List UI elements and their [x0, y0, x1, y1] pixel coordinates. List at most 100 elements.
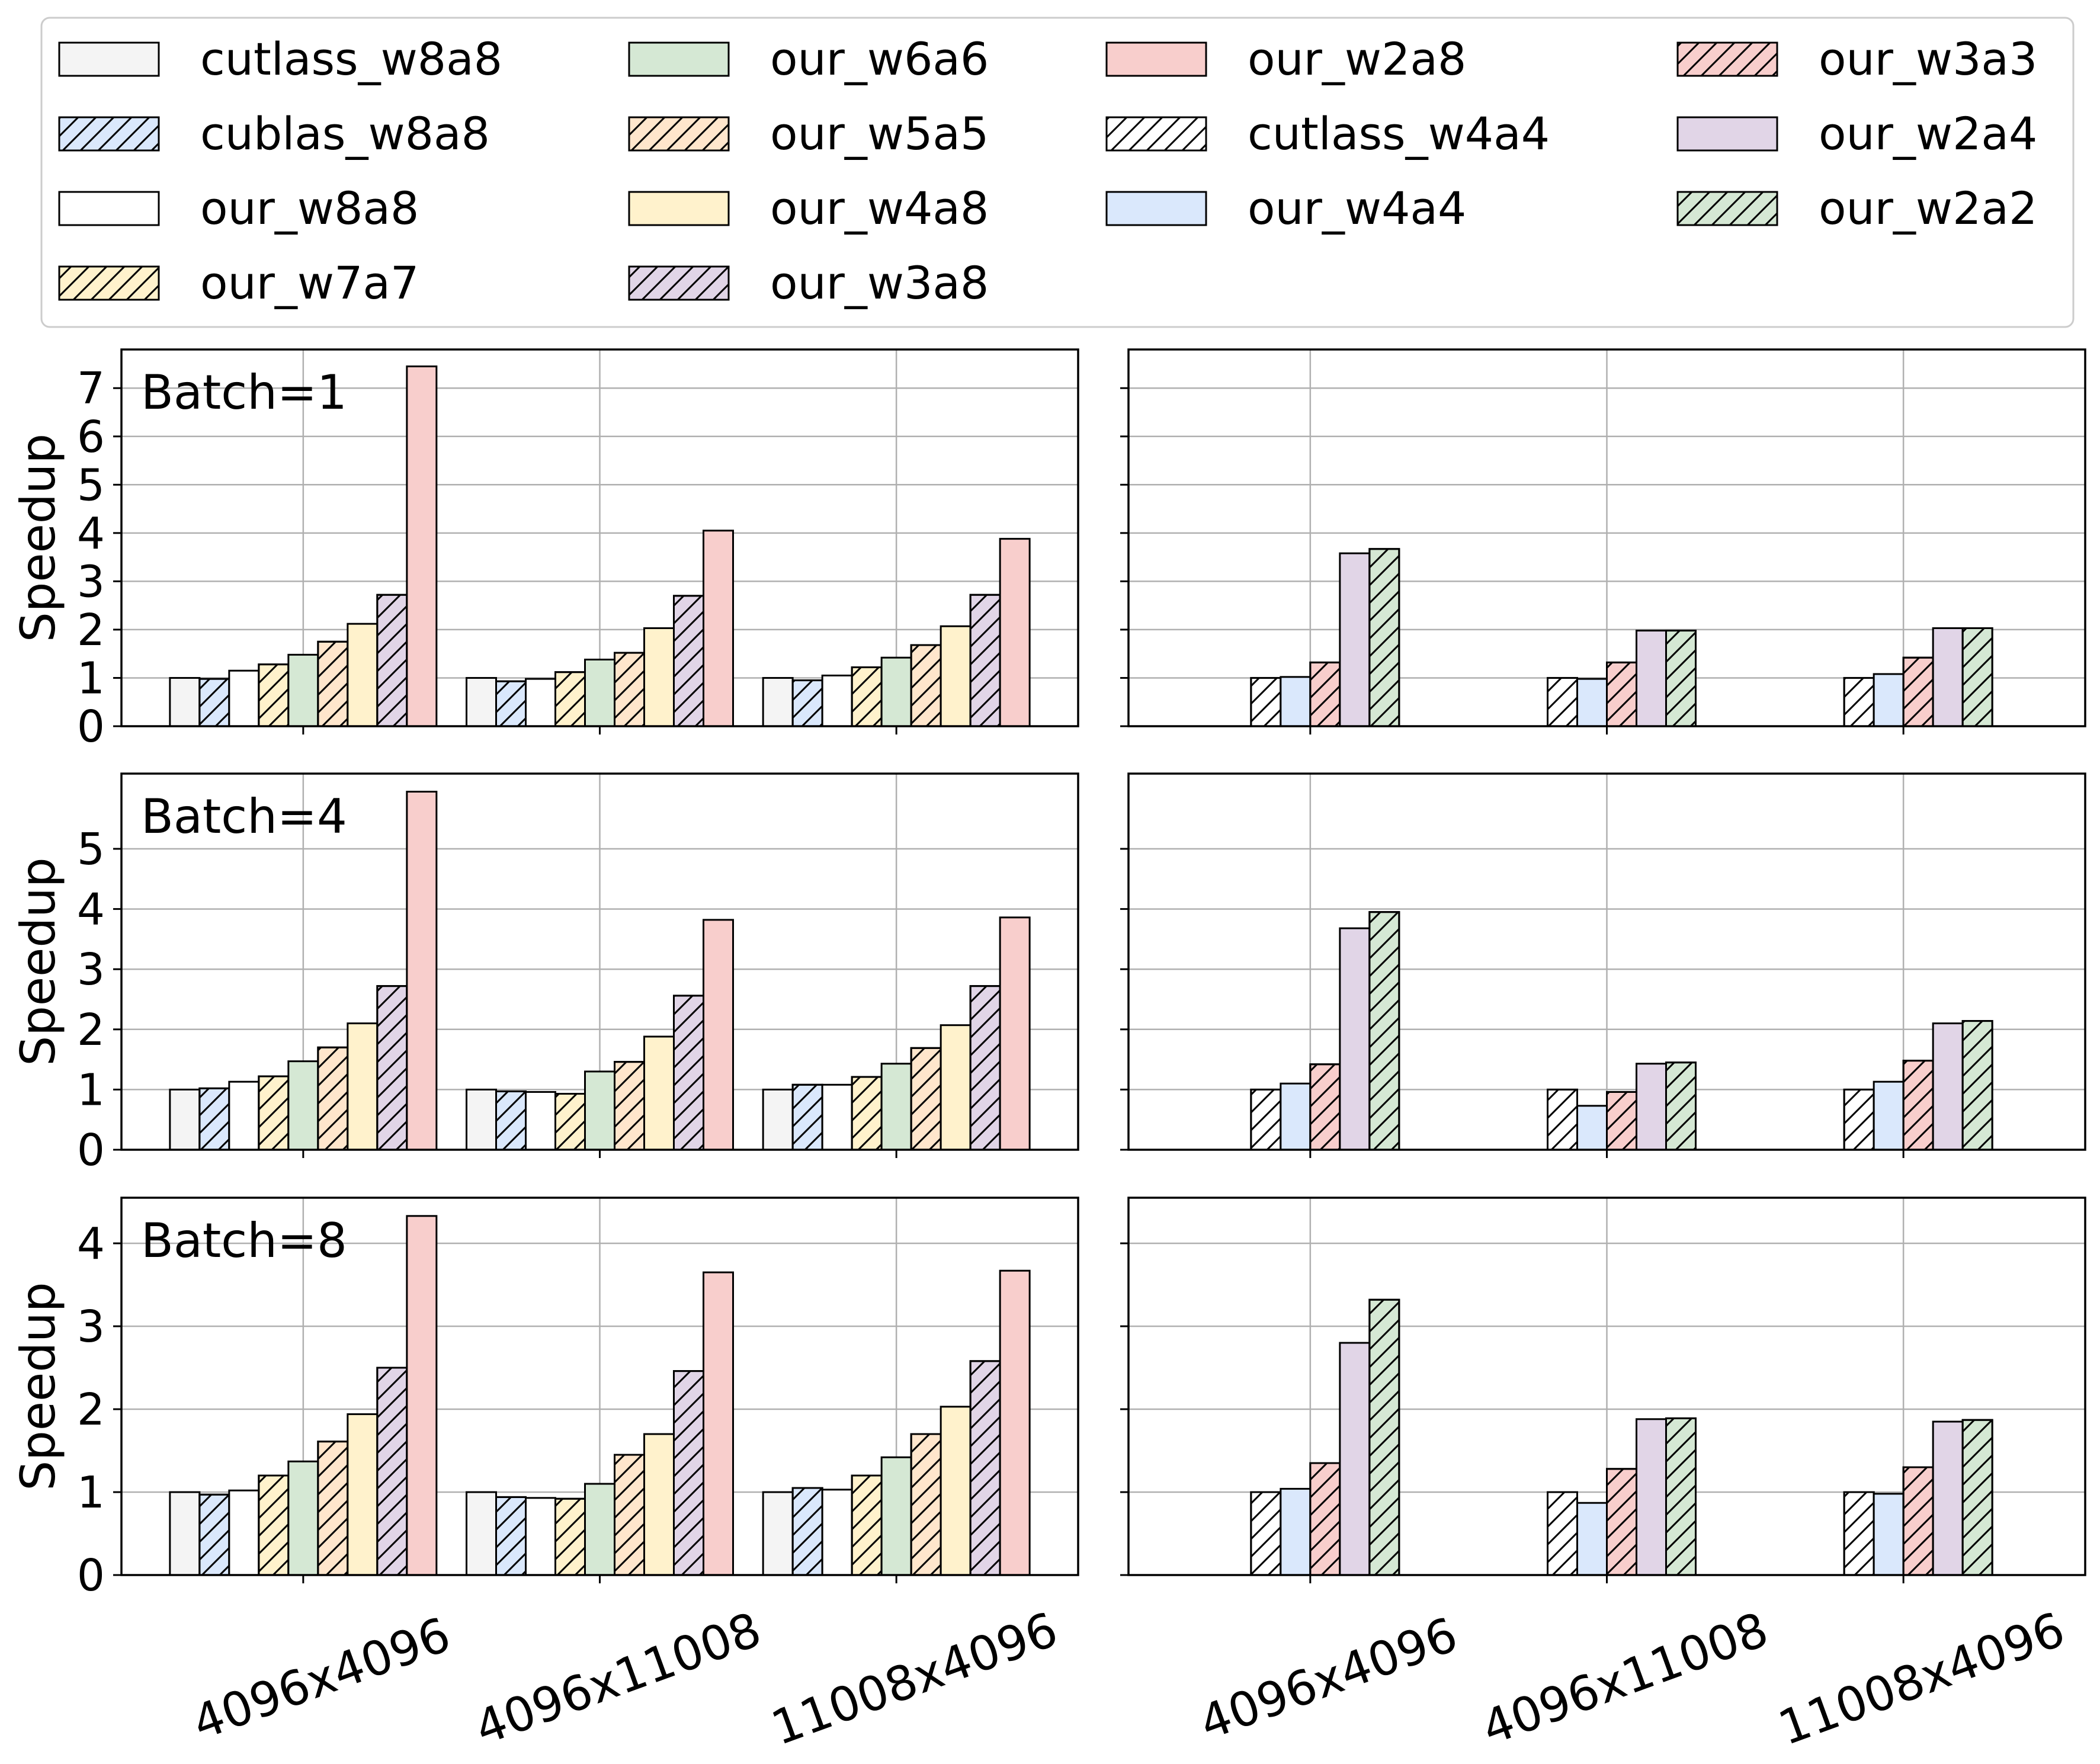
- legend-swatch: [1676, 116, 1778, 152]
- bar-hatch-our-w7a7-4096x4096: [258, 1075, 290, 1151]
- legend-swatch: [58, 191, 160, 226]
- bar-hatch-our-w7a7-11008x4096: [851, 1474, 883, 1576]
- x-tick-label: 11008x4096: [764, 1602, 1065, 1756]
- bar-hatch-our-w3a8-4096x11008: [673, 1370, 704, 1576]
- legend-swatch: [1105, 191, 1207, 226]
- bar-hatch-our-w3a3-11008x4096: [1902, 1060, 1934, 1151]
- y-tick-label: 0: [77, 1125, 105, 1176]
- bar-our-w4a4-4096x4096: [1280, 1487, 1312, 1576]
- legend-item-our-w2a4: our_w2a4: [1676, 107, 2037, 160]
- legend-item-cutlass-w4a4: cutlass_w4a4: [1105, 107, 1550, 160]
- y-tick-label: 3: [77, 944, 105, 995]
- bar-our-w8a8-11008x4096: [821, 1083, 853, 1151]
- bar-cutlass-w8a8-11008x4096: [762, 1491, 794, 1576]
- bar-cutlass-w8a8-4096x4096: [169, 676, 201, 727]
- batch-annotation: Batch=1: [141, 365, 347, 420]
- bar-hatch-our-w2a2-11008x4096: [1961, 1020, 1993, 1151]
- bar-our-w4a4-4096x11008: [1576, 1105, 1608, 1151]
- bar-hatch-our-w3a8-11008x4096: [969, 1360, 1001, 1576]
- legend-item-our-w4a4: our_w4a4: [1105, 182, 1466, 235]
- legend-label: cublas_w8a8: [200, 107, 490, 160]
- bar-our-w2a4-11008x4096: [1932, 627, 1964, 727]
- y-tick-label: 4: [77, 508, 105, 559]
- bar-hatch-our-w2a2-11008x4096: [1961, 1419, 1993, 1576]
- legend-label: our_w3a8: [770, 256, 989, 309]
- bar-cutlass-w8a8-4096x11008: [466, 1491, 497, 1576]
- bar-hatch-our-w2a2-4096x4096: [1368, 548, 1400, 727]
- bar-our-w4a4-11008x4096: [1873, 1080, 1905, 1151]
- legend-item-cublas-w8a8: cublas_w8a8: [58, 107, 490, 160]
- y-tick-label: 6: [77, 412, 105, 463]
- bar-cutlass-w8a8-11008x4096: [762, 676, 794, 727]
- bar-hatch-cutlass-w4a4-4096x11008: [1547, 1491, 1578, 1576]
- y-tick-label: 5: [77, 824, 105, 875]
- bar-our-w8a8-4096x11008: [525, 678, 556, 727]
- y-tick-label: 2: [77, 605, 105, 656]
- bar-hatch-our-w3a3-4096x4096: [1309, 661, 1341, 727]
- bar-hatch-our-w3a8-4096x4096: [376, 594, 408, 727]
- legend-label: our_w3a3: [1819, 33, 2037, 85]
- y-tick-label: 7: [77, 363, 105, 414]
- bar-our-w6a6-4096x11008: [584, 658, 615, 727]
- bar-hatch-our-w7a7-4096x11008: [554, 671, 586, 727]
- legend-swatch: [628, 41, 730, 77]
- bar-our-w4a8-4096x11008: [643, 1433, 675, 1576]
- panel-2-right: [1120, 772, 2086, 1158]
- bar-hatch-cutlass-w4a4-4096x4096: [1250, 676, 1282, 727]
- legend-swatch-hatch: [1105, 116, 1207, 152]
- bar-our-w6a6-11008x4096: [880, 656, 912, 727]
- y-axis-label: Speedup: [11, 1282, 66, 1490]
- bar-hatch-cutlass-w4a4-4096x11008: [1547, 1088, 1578, 1151]
- legend-label: our_w2a2: [1819, 182, 2037, 235]
- legend-item-our-w2a2: our_w2a2: [1676, 182, 2037, 235]
- bar-hatch-cublas-w8a8-4096x4096: [198, 678, 230, 727]
- legend-item-our-w4a8: our_w4a8: [628, 182, 989, 235]
- bar-hatch-cublas-w8a8-4096x4096: [198, 1493, 230, 1576]
- bar-our-w2a4-4096x4096: [1339, 927, 1371, 1151]
- bar-hatch-cublas-w8a8-4096x4096: [198, 1087, 230, 1151]
- bar-our-w2a4-11008x4096: [1932, 1420, 1964, 1576]
- bar-hatch-our-w2a2-4096x11008: [1665, 630, 1697, 727]
- bar-hatch-our-w7a7-4096x4096: [258, 1474, 290, 1576]
- y-axis-label: Speedup: [11, 434, 66, 642]
- bar-our-w2a8-4096x4096: [406, 365, 438, 727]
- bar-hatch-cublas-w8a8-11008x4096: [791, 679, 823, 727]
- legend-swatch-hatch: [58, 116, 160, 152]
- bar-hatch-our-w3a3-4096x4096: [1309, 1063, 1341, 1151]
- batch-annotation: Batch=8: [141, 1213, 347, 1268]
- y-tick-label: 0: [77, 701, 105, 752]
- bar-our-w6a6-4096x4096: [287, 653, 319, 727]
- bar-our-w4a8-11008x4096: [940, 1024, 972, 1151]
- legend-swatch-hatch: [1676, 41, 1778, 77]
- bar-our-w8a8-4096x11008: [525, 1497, 556, 1576]
- bar-hatch-our-w7a7-11008x4096: [851, 1076, 883, 1151]
- legend-label: cutlass_w4a4: [1248, 107, 1550, 160]
- legend-item-our-w3a3: our_w3a3: [1676, 33, 2037, 85]
- bar-hatch-our-w3a8-4096x4096: [376, 985, 408, 1151]
- legend-label: our_w7a7: [200, 256, 419, 309]
- x-tick-label: 4096x11008: [468, 1602, 768, 1756]
- bar-hatch-cutlass-w4a4-4096x11008: [1547, 676, 1578, 727]
- x-tick-label: 4096x4096: [185, 1607, 457, 1751]
- legend-item-our-w8a8: our_w8a8: [58, 182, 419, 235]
- bar-our-w2a8-4096x4096: [406, 790, 438, 1151]
- bar-our-w4a8-11008x4096: [940, 625, 972, 727]
- legend-label: our_w4a4: [1248, 182, 1466, 235]
- bar-our-w4a8-4096x4096: [347, 1022, 379, 1151]
- bar-our-w6a6-11008x4096: [880, 1063, 912, 1151]
- bar-our-w8a8-11008x4096: [821, 1489, 853, 1576]
- bar-hatch-our-w2a2-4096x11008: [1665, 1417, 1697, 1576]
- bar-our-w4a4-11008x4096: [1873, 673, 1905, 727]
- legend-item-our-w7a7: our_w7a7: [58, 256, 419, 309]
- bar-our-w4a4-11008x4096: [1873, 1493, 1905, 1576]
- bar-our-w6a6-4096x11008: [584, 1070, 615, 1151]
- legend-label: our_w8a8: [200, 182, 419, 235]
- bar-hatch-our-w3a8-11008x4096: [969, 594, 1001, 727]
- bar-our-w8a8-4096x4096: [228, 1080, 260, 1151]
- y-tick-label: 0: [77, 1550, 105, 1601]
- bar-our-w4a4-4096x11008: [1576, 1502, 1608, 1576]
- bar-our-w4a8-11008x4096: [940, 1406, 972, 1576]
